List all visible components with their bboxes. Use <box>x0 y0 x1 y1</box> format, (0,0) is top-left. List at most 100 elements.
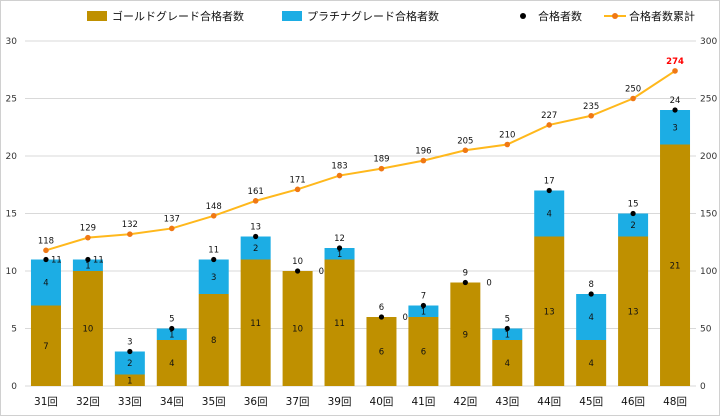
gold-data-label: 1 <box>127 376 132 386</box>
legend-label: 合格者数 <box>538 9 582 23</box>
total-point <box>378 314 385 320</box>
y-left-tick-label: 10 <box>6 267 18 277</box>
platinum-data-label: 3 <box>672 123 677 133</box>
y-left-tick-label: 0 <box>11 382 17 392</box>
legend-label: 合格者数累計 <box>629 9 695 23</box>
gold-data-label: 11 <box>250 319 261 329</box>
total-data-label: 10 <box>292 257 303 267</box>
bar-gold <box>408 317 439 386</box>
cumulative-data-label: 132 <box>122 220 138 230</box>
bar-gold <box>72 271 103 386</box>
cumulative-point <box>378 165 385 172</box>
bar-gold <box>492 340 523 386</box>
cumulative-point <box>168 225 175 232</box>
cumulative-point <box>630 95 636 102</box>
gold-data-label: 6 <box>421 348 426 358</box>
total-point <box>294 268 301 274</box>
platinum-data-label: 4 <box>588 313 593 323</box>
cumulative-data-label: 137 <box>164 214 180 224</box>
bar-gold <box>198 294 229 386</box>
gold-data-label: 6 <box>379 348 384 358</box>
gold-data-label: 7 <box>43 342 48 352</box>
cumulative-data-label: 183 <box>331 162 347 172</box>
bar-gold <box>156 340 187 386</box>
y-left-tick-label: 20 <box>6 152 18 162</box>
platinum-data-label: 2 <box>630 221 635 231</box>
total-point <box>43 256 49 263</box>
bar-gold <box>576 340 607 386</box>
y-right-tick-label: 100 <box>700 267 717 277</box>
x-tick-label: 42回 <box>453 396 477 408</box>
x-tick-label: 44回 <box>537 396 561 408</box>
gold-data-label: 8 <box>211 336 216 346</box>
legend-label: プラチナグレード合格者数 <box>307 9 439 23</box>
total-point <box>336 245 343 251</box>
platinum-data-label: 4 <box>547 210 552 220</box>
bar-gold <box>282 271 313 386</box>
x-tick-label: 43回 <box>495 396 519 408</box>
total-point <box>127 348 133 355</box>
bar-platinum <box>240 236 271 260</box>
y-left-tick-label: 25 <box>6 95 17 105</box>
total-point <box>588 291 594 297</box>
total-data-label: 17 <box>544 177 555 187</box>
bar-gold <box>450 282 481 386</box>
platinum-data-label: 1 <box>169 330 174 340</box>
y-left-tick-label: 30 <box>6 37 18 47</box>
cumulative-data-label: 227 <box>541 111 557 121</box>
x-tick-label: 40回 <box>370 396 394 408</box>
cumulative-data-label: 210 <box>499 131 515 141</box>
legend-swatch <box>282 11 302 21</box>
bar-gold <box>240 259 271 386</box>
cumulative-data-label: 189 <box>373 155 389 165</box>
y-right-tick-label: 250 <box>700 95 717 105</box>
cumulative-data-label: 235 <box>583 102 599 112</box>
zero-platinum-label: 0 <box>486 279 491 289</box>
platinum-data-label: 1 <box>85 261 90 271</box>
cumulative-data-label: 274 <box>666 57 684 67</box>
total-data-label: 6 <box>379 303 384 313</box>
platinum-data-label: 1 <box>421 307 426 317</box>
total-data-label: 7 <box>421 292 426 302</box>
cumulative-point <box>672 68 678 74</box>
legend-marker <box>612 13 618 19</box>
y-right-tick-label: 150 <box>700 210 717 220</box>
bar-platinum <box>72 259 103 271</box>
bar-platinum <box>408 305 439 317</box>
bar-platinum <box>492 328 523 340</box>
bar-platinum <box>30 259 61 306</box>
cumulative-line <box>45 70 676 252</box>
total-data-label: 13 <box>250 223 261 233</box>
total-data-label: 11 <box>208 246 219 256</box>
x-tick-label: 34回 <box>160 396 184 408</box>
total-data-label: 5 <box>169 315 174 325</box>
platinum-data-label: 2 <box>127 359 132 369</box>
gold-data-label: 13 <box>628 307 639 317</box>
platinum-data-label: 3 <box>211 273 216 283</box>
bar-platinum <box>660 110 691 145</box>
platinum-data-label: 1 <box>337 250 342 260</box>
cumulative-point <box>420 157 427 164</box>
x-tick-label: 33回 <box>118 396 142 408</box>
cumulative-point <box>504 141 511 148</box>
y-right-tick-label: 0 <box>700 382 706 392</box>
cumulative-point <box>588 112 594 119</box>
bar-gold <box>618 236 649 386</box>
zero-platinum-label: 0 <box>402 313 407 323</box>
cumulative-point <box>252 198 259 204</box>
total-data-label: 24 <box>670 96 681 106</box>
x-tick-label: 35回 <box>202 396 226 408</box>
total-point <box>420 302 427 309</box>
total-data-label: 12 <box>334 234 345 244</box>
platinum-data-label: 4 <box>43 279 48 289</box>
cumulative-data-label: 129 <box>80 224 96 234</box>
bar-gold <box>534 236 565 386</box>
cumulative-point <box>546 122 553 128</box>
x-tick-label: 48回 <box>663 396 687 408</box>
bar-platinum <box>114 351 145 375</box>
x-tick-label: 36回 <box>244 396 268 408</box>
total-point <box>253 233 259 240</box>
total-data-label: 11 <box>93 256 104 266</box>
y-right-tick-label: 300 <box>700 37 717 47</box>
